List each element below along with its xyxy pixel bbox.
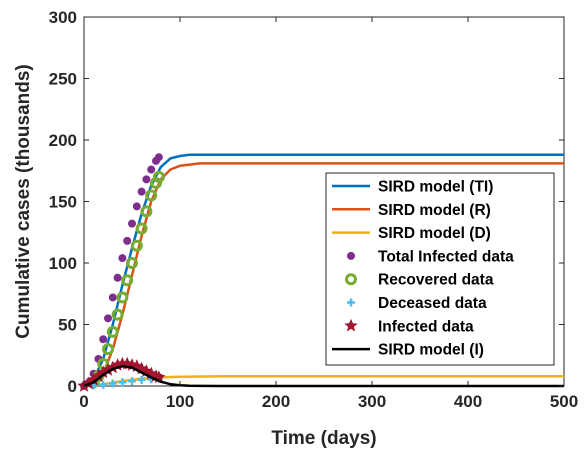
data-point — [108, 293, 117, 302]
x-tick-label: 500 — [550, 392, 578, 411]
data-point — [106, 325, 119, 338]
data-point — [152, 170, 165, 183]
legend-entry-label: Total Infected data — [378, 248, 514, 265]
data-point — [128, 219, 136, 228]
series-line — [83, 374, 564, 388]
x-tick-label: 0 — [79, 392, 88, 411]
data-point — [108, 379, 117, 388]
data-point — [145, 189, 158, 202]
data-point — [132, 202, 141, 211]
data-point — [91, 369, 106, 382]
data-point — [111, 308, 124, 321]
legend-entry-label: Recovered data — [378, 272, 494, 289]
data-point — [134, 361, 149, 375]
legend-entry-label: SIRD model (D) — [378, 225, 491, 242]
data-point — [99, 335, 108, 344]
x-axis-ticks: 0 100 200 300 400 500 — [79, 17, 578, 411]
y-tick-label: 150 — [49, 193, 77, 212]
data-point — [102, 343, 114, 356]
y-tick-label: 250 — [49, 70, 77, 89]
data-point — [96, 365, 110, 379]
x-axis-label: Time (days) — [271, 428, 376, 449]
y-tick-label: 200 — [49, 131, 77, 150]
data-point — [142, 175, 151, 184]
x-tick-label: 200 — [262, 392, 290, 411]
legend-entry-label: SIRD model (TI) — [378, 179, 493, 196]
data-point — [121, 274, 134, 287]
x-tick-label: 100 — [166, 392, 194, 411]
legend-marker-swatch — [347, 251, 355, 260]
legend-marker-swatch — [347, 298, 355, 307]
data-point — [135, 222, 148, 235]
data-point — [104, 314, 112, 323]
y-tick-label: 100 — [49, 254, 77, 273]
data-point — [140, 205, 153, 218]
y-axis-label: Cumulative cases (thousands) — [13, 64, 34, 339]
data-point — [118, 378, 127, 387]
legend-marker-swatch — [344, 318, 358, 332]
legend-entry-label: SIRD model (I) — [378, 342, 484, 359]
legend-marker-swatch — [345, 273, 357, 286]
series-2 — [83, 374, 564, 388]
data-point — [154, 153, 163, 162]
data-point — [126, 257, 138, 269]
data-point — [130, 239, 143, 252]
x-tick-label: 300 — [358, 392, 386, 411]
series-0 — [83, 153, 564, 388]
series-line — [83, 153, 564, 388]
y-tick-label: 0 — [68, 377, 77, 396]
y-axis-ticks: 0 50 100 150 200 250 300 — [49, 8, 564, 396]
legend-entry-label: Deceased data — [378, 295, 487, 312]
legend-box — [325, 172, 555, 366]
data-point — [152, 370, 166, 384]
data-point — [123, 236, 132, 245]
y-tick-label: 300 — [49, 8, 77, 27]
x-tick-label: 400 — [454, 392, 482, 411]
data-point — [118, 254, 127, 263]
y-tick-label: 50 — [58, 316, 77, 335]
legend: SIRD model (TI) SIRD model (R) SIRD model … — [325, 172, 555, 366]
data-point — [116, 291, 129, 304]
data-point — [147, 165, 156, 174]
legend-entry-label: Infected data — [378, 318, 474, 335]
data-point — [137, 375, 146, 384]
data-point — [113, 273, 122, 282]
data-point — [128, 377, 136, 386]
data-point — [99, 380, 108, 389]
legend-entry-label: SIRD model (R) — [378, 202, 491, 219]
data-point — [137, 187, 146, 196]
